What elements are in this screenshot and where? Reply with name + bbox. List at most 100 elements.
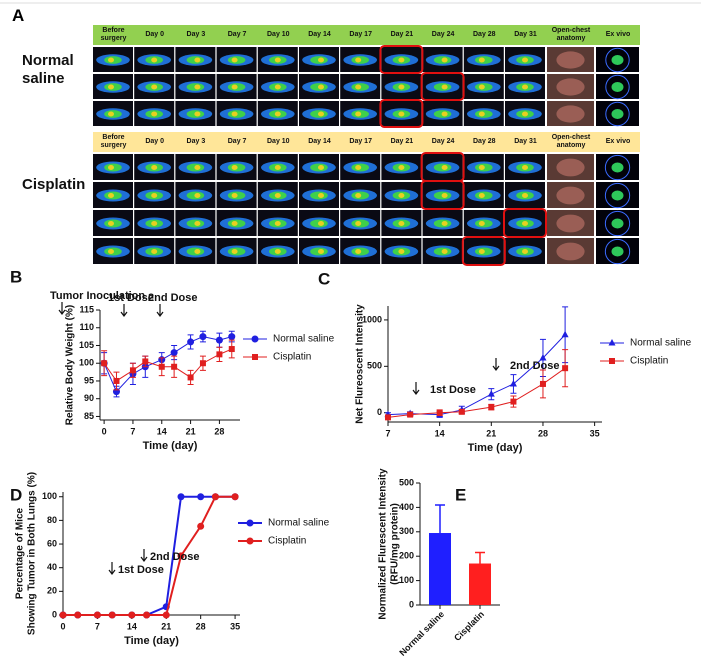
anatomy-photo: [556, 51, 585, 69]
image-signal: [231, 111, 238, 117]
y-tick-label: 200: [399, 551, 414, 561]
marker: [228, 346, 235, 353]
image-signal: [231, 57, 238, 63]
column-header: Day 0: [145, 31, 165, 38]
legend-label: Normal saline: [268, 518, 330, 529]
image-signal: [274, 165, 281, 170]
highlight-box: [420, 72, 465, 101]
image-signal: [274, 249, 281, 254]
y-tick-label: 0: [409, 599, 414, 609]
marker: [142, 358, 149, 365]
marker: [231, 493, 239, 501]
marker: [510, 398, 517, 405]
x-tick-label: 7: [385, 428, 390, 438]
marker: [407, 411, 414, 418]
arrow-head: [156, 311, 164, 317]
ex-vivo-dish: [605, 74, 630, 100]
image-signal: [231, 193, 238, 198]
image-signal: [231, 84, 238, 90]
marker: [487, 390, 495, 397]
image-signal: [522, 57, 528, 63]
header-bar: [546, 25, 640, 45]
series-line: [387, 334, 566, 416]
marker: [162, 611, 170, 619]
image-signal: [151, 111, 158, 117]
image-signal: [151, 165, 158, 170]
image-signal: [151, 57, 158, 63]
column-header: Day 3: [186, 31, 206, 38]
x-tick-label: 28: [538, 428, 548, 438]
column-header: Day 10: [267, 138, 290, 145]
legend-label: Normal saline: [273, 334, 335, 345]
panel-label: D: [10, 485, 22, 504]
y-tick-label: 400: [399, 502, 414, 512]
image-signal: [318, 249, 324, 254]
image-signal: [194, 249, 201, 254]
y-tick-label: 90: [84, 393, 94, 403]
ex-vivo-dish: [604, 154, 631, 181]
marker: [59, 611, 67, 619]
y-tick-label: 500: [367, 361, 382, 371]
image-signal: [231, 249, 238, 254]
ex-vivo-signal: [611, 55, 624, 65]
annotation: 1st Dose: [108, 292, 154, 304]
annotation: 2nd Dose: [150, 551, 200, 563]
image-signal: [478, 193, 485, 198]
series-line: [103, 348, 232, 382]
column-header: Day 28: [473, 31, 496, 38]
marker: [458, 408, 465, 415]
ex-vivo-signal: [611, 162, 624, 173]
image-signal: [194, 221, 201, 226]
column-header: Day 7: [227, 138, 247, 145]
image-signal: [478, 111, 485, 117]
x-tick-label: 0: [60, 621, 65, 631]
annotation: 2nd Dose: [148, 292, 198, 304]
marker: [488, 404, 495, 411]
image-signal: [194, 57, 201, 63]
marker: [143, 611, 151, 619]
image-signal: [318, 221, 324, 226]
highlight-box: [379, 99, 424, 128]
panel-label: C: [318, 269, 330, 288]
y-tick-label: 0: [52, 609, 57, 619]
y-tick-label: 85: [84, 411, 94, 421]
marker: [539, 380, 546, 387]
ex-vivo-dish: [605, 47, 630, 73]
y-tick-label: 110: [79, 322, 94, 332]
ex-vivo-signal: [611, 82, 624, 92]
legend-marker: [252, 354, 258, 360]
marker: [211, 493, 219, 501]
image-signal: [194, 193, 201, 198]
column-header: Day 17: [349, 138, 372, 145]
image-signal: [398, 57, 405, 63]
image-signal: [274, 57, 281, 63]
column-header: Day 17: [349, 31, 372, 38]
marker: [158, 363, 165, 370]
anatomy-photo: [556, 242, 585, 261]
image-signal: [274, 84, 281, 90]
y-axis-title: Net Flureoscent Intensity: [355, 304, 366, 424]
image-signal: [274, 193, 281, 198]
x-tick-label: 21: [186, 426, 196, 436]
x-tick-label: 14: [435, 428, 445, 438]
column-header: Ex vivo: [605, 138, 631, 145]
column-header: Day 0: [145, 138, 165, 145]
marker: [128, 611, 136, 619]
column-header: Day 14: [308, 138, 331, 145]
column-header: Before surgery: [100, 134, 127, 149]
x-tick-label: 7: [130, 426, 135, 436]
image-signal: [478, 221, 485, 226]
annotation: 1st Dose: [118, 564, 164, 576]
anatomy-photo: [556, 186, 585, 205]
image-signal: [318, 165, 324, 170]
y-tick-label: 40: [47, 562, 57, 572]
y-tick-label: 100: [42, 491, 57, 501]
image-signal: [478, 84, 485, 90]
arrow-head: [492, 365, 500, 371]
header-bar: [93, 132, 546, 152]
ex-vivo-signal: [611, 109, 624, 119]
x-tick-label: 14: [157, 426, 167, 436]
arrow-head: [108, 569, 116, 575]
highlight-box: [379, 45, 424, 74]
column-header: Open-chest anatomy: [551, 27, 591, 42]
